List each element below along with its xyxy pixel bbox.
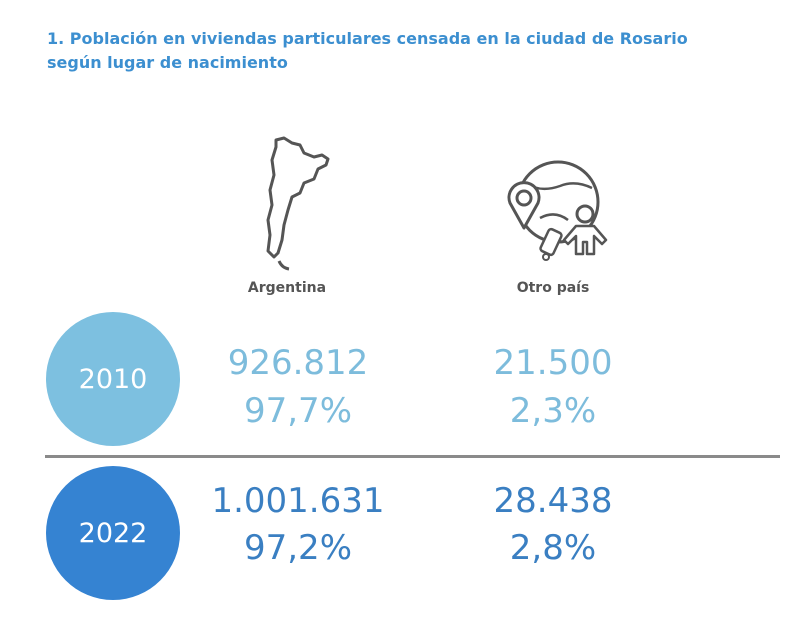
otro-count-2022: 28.438 <box>493 481 613 521</box>
page-title: 1. Población en viviendas particulares c… <box>47 29 688 72</box>
argentina-count-2022: 1.001.631 <box>211 481 385 521</box>
argentina-pct-2010: 97,7% <box>243 391 352 431</box>
row-divider <box>45 455 780 458</box>
column-label-argentina: Argentina <box>247 280 327 296</box>
column-label-otro-pais: Otro país <box>516 280 590 296</box>
otro-pct-2010: 2,3% <box>509 391 597 431</box>
year-badge-2022: 2022 <box>46 466 180 600</box>
otro-count-2010: 21.500 <box>493 343 613 383</box>
otro-pct-2022: 2,8% <box>509 528 597 568</box>
argentina-pct-2022: 97,2% <box>243 528 352 568</box>
argentina-count-2010: 926.812 <box>227 343 369 383</box>
argentina-map-icon <box>266 136 330 271</box>
year-badge-2010: 2010 <box>46 312 180 446</box>
globe-traveler-icon <box>507 160 608 261</box>
